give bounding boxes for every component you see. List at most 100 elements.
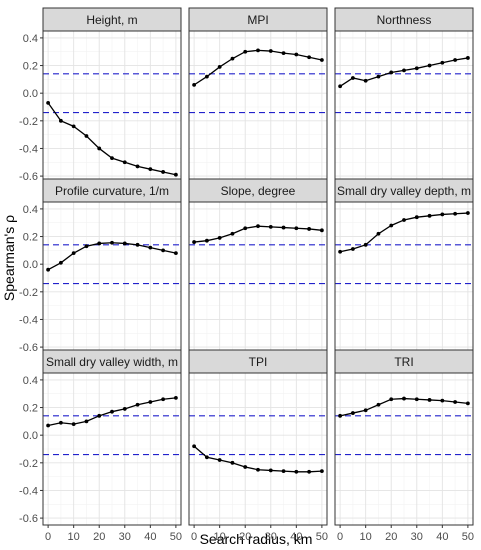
facet-title: Profile curvature, 1/m	[55, 184, 169, 198]
data-point	[230, 460, 235, 465]
data-point	[135, 402, 140, 407]
x-tick-label: 30	[119, 531, 131, 543]
data-point	[363, 78, 368, 83]
data-point	[217, 458, 222, 462]
x-axis-title: Search radius, km	[200, 531, 313, 547]
data-point	[97, 241, 102, 246]
data-point	[465, 401, 470, 406]
data-point	[427, 398, 432, 402]
data-point	[71, 251, 76, 256]
x-tick-label: 10	[68, 531, 80, 543]
data-point	[58, 118, 63, 123]
x-tick-label: 30	[411, 531, 423, 543]
y-tick-label: -0.6	[19, 342, 38, 354]
x-tick-label: 20	[385, 531, 397, 543]
data-point	[204, 74, 209, 79]
data-point	[338, 249, 343, 254]
y-axis-title: Spearman's ρ	[1, 215, 17, 301]
data-point	[363, 408, 368, 413]
data-point	[319, 58, 324, 62]
x-tick-label: 40	[290, 531, 302, 543]
x-tick-label: 0	[45, 531, 51, 543]
y-tick-label: -0.4	[19, 314, 38, 326]
data-point	[338, 84, 343, 89]
x-tick-label: 50	[462, 531, 474, 543]
data-point	[402, 68, 406, 73]
data-point	[230, 231, 235, 236]
x-tick-label: 40	[144, 531, 156, 543]
x-tick-label: 20	[239, 531, 251, 543]
data-point	[294, 52, 299, 57]
data-point	[307, 469, 312, 474]
data-point	[256, 224, 260, 229]
data-point	[376, 402, 381, 407]
y-tick-label: 0.4	[23, 204, 38, 216]
data-point	[281, 225, 286, 230]
data-point	[281, 51, 286, 56]
data-point	[465, 211, 470, 215]
data-point	[71, 422, 76, 427]
facet-panel: Height, m -0.6 -0.4 -0.2 0.0 0.2 0.4	[19, 7, 182, 184]
data-point	[135, 164, 140, 169]
data-point	[281, 469, 286, 474]
data-point	[256, 48, 260, 53]
y-tick-label: -0.4	[19, 143, 38, 155]
panel-border	[42, 372, 182, 526]
data-point	[148, 400, 153, 404]
data-point	[217, 65, 222, 69]
data-point	[122, 241, 127, 246]
facet-title: TRI	[394, 355, 413, 369]
y-tick-label: 0.2	[23, 61, 38, 73]
data-point	[122, 160, 127, 165]
data-point	[161, 397, 166, 402]
facet-panel: Profile curvature, 1/m -0.6 -0.4 -0.2 0.0 0.2…	[19, 178, 182, 355]
data-point	[363, 242, 368, 247]
data-point	[84, 134, 89, 138]
y-tick-label: 0.2	[23, 232, 38, 244]
data-point	[294, 226, 299, 231]
data-point	[453, 400, 458, 404]
data-point	[319, 469, 324, 474]
data-point	[307, 55, 312, 60]
facet-title: Northness	[377, 13, 432, 27]
data-point	[307, 227, 312, 231]
facet-panel: TRI 0 10 20 30 40 50	[334, 349, 474, 543]
data-point	[268, 468, 273, 473]
data-point	[414, 66, 419, 71]
data-point	[243, 226, 248, 231]
data-point	[230, 56, 235, 61]
data-point	[110, 240, 114, 245]
data-point	[465, 56, 470, 60]
y-tick-label: 0.4	[23, 375, 38, 387]
data-point	[161, 248, 166, 253]
data-point	[71, 124, 76, 129]
data-point	[338, 413, 343, 418]
data-point	[427, 213, 432, 218]
data-point	[440, 212, 445, 217]
data-point	[122, 407, 127, 411]
data-point	[135, 242, 140, 247]
data-point	[414, 397, 419, 402]
data-point	[84, 419, 89, 424]
facet-panel: Northness	[334, 7, 474, 184]
x-tick-label: 0	[191, 531, 197, 543]
data-point	[46, 423, 51, 428]
facet-panel: Small dry valley width, m -0.6 -0.4 -0.2 0.0…	[19, 349, 182, 543]
data-point	[217, 236, 222, 240]
data-point	[161, 170, 166, 174]
x-tick-label: 0	[337, 531, 343, 543]
data-point	[453, 211, 458, 216]
y-tick-label: -0.6	[19, 171, 38, 183]
data-point	[402, 218, 406, 222]
facet-panel: Slope, degree	[188, 178, 328, 355]
facet-title: Slope, degree	[221, 184, 296, 198]
y-tick-label: -0.2	[19, 458, 38, 470]
data-point	[204, 238, 209, 243]
data-point	[204, 455, 209, 460]
data-point	[192, 82, 197, 87]
data-point	[58, 420, 63, 425]
y-tick-label: -0.6	[19, 513, 38, 525]
data-point	[97, 146, 102, 151]
data-point	[389, 223, 394, 228]
